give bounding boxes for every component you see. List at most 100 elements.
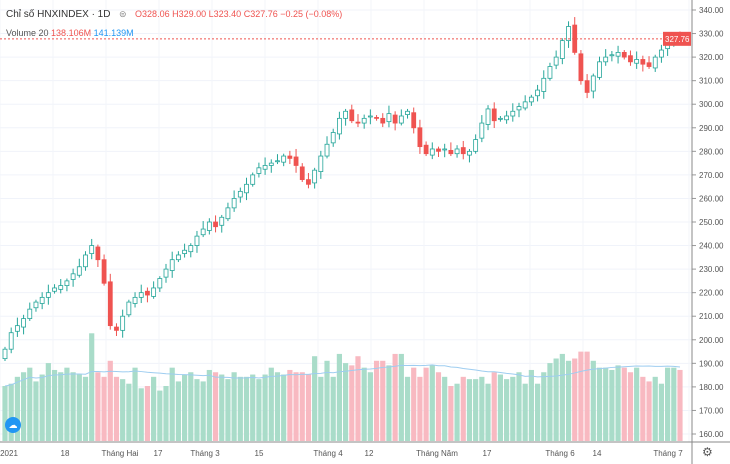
x-tick-label: Tháng 6 [545,449,575,458]
volume-bar [58,372,64,441]
volume-bar [250,374,256,441]
y-tick-label: 340.00 [699,6,724,15]
volume-bar [380,360,386,441]
volume-bar [621,367,627,441]
candle-body [250,174,256,185]
volume-bar [305,374,312,441]
candle-body [473,139,479,152]
volume-bar [392,353,398,441]
candle-body [89,245,95,254]
volume-bar [516,372,522,441]
y-tick-label: 230.00 [699,265,724,274]
volume-bar [448,386,454,441]
volume-bar [126,383,132,441]
volume-bar [2,386,8,441]
y-tick-label: 170.00 [699,406,724,415]
candle-body [2,348,8,360]
volume-bar [417,376,423,441]
volume-bar [367,372,373,441]
eye-icon[interactable]: ⊜ [118,9,127,19]
x-tick-label: 2021 [0,449,18,458]
y-tick-label: 250.00 [699,218,724,227]
y-tick-label: 260.00 [699,194,724,203]
volume-bar [541,372,547,441]
candle-body [584,80,590,93]
candle-body [83,254,88,268]
volume-bar [404,376,411,441]
candle-body [206,221,212,231]
volume-bar [281,374,287,441]
x-tick-label: Tháng Hai [101,449,139,458]
candle-body [275,160,280,163]
candle-body [442,148,448,151]
volume-bar [590,360,596,441]
candle-body [163,268,169,278]
candle-body [590,75,596,92]
candle-body [33,301,39,309]
y-tick-label: 270.00 [699,171,724,180]
volume-bar [231,372,237,441]
settings-gear-icon[interactable]: ⚙ [702,445,713,459]
volume-bar [163,386,169,441]
candle-body [219,216,225,226]
open-value: O328.06 [135,9,170,19]
volume-bar [534,383,541,441]
y-tick-label: 290.00 [699,124,724,133]
y-tick-label: 210.00 [699,312,724,321]
candle-body [95,246,101,261]
candle-body [436,148,441,152]
volume-bar [95,372,101,441]
volume-bar [27,367,33,441]
volume-bar [237,376,243,441]
candle-body [231,198,237,209]
volume-bar [206,369,212,441]
candle-body [244,183,249,194]
candle-body [70,273,76,280]
candle-body [559,40,565,59]
candle-body [256,167,262,174]
symbol-title: Chỉ số HNXINDEX · 1D [6,9,111,20]
volume-bar [120,379,126,441]
candle-body [132,296,138,304]
candle-body [609,54,615,57]
volume-bar [89,333,95,441]
volume-bar [293,372,299,441]
volume-legend: Volume 20 138.106M 141.139M [6,28,134,38]
volume-bar [194,379,200,441]
candle-body [120,315,126,331]
volume-bar [634,367,640,441]
volume-bar [169,367,175,441]
candle-body [615,52,621,57]
candle-body [194,235,200,246]
candle-body [21,318,26,328]
volume-bar [14,376,20,441]
candle-body [145,290,150,296]
volume-bar [553,358,559,441]
change-value: −0.25 (−0.08%) [280,9,343,19]
volume-bar [578,351,584,441]
volume-bar [101,376,107,441]
x-tick-label: Tháng 3 [190,449,220,458]
volume-bar [572,358,578,441]
volume-bar [20,372,27,441]
x-tick-label: 15 [254,449,264,458]
volume-bar [547,363,553,441]
tradingview-logo-icon[interactable]: ☁ [5,417,21,433]
candle-body [566,26,571,42]
candle-body [175,254,181,261]
candle-body [324,143,330,157]
candle-body [27,308,33,319]
volume-bar [504,379,510,441]
volume-bar [460,376,466,441]
candle-body [45,292,51,298]
volume-bar [188,372,194,441]
volume-bar [671,367,677,441]
volume-ma-line [4,364,681,387]
candle-body [349,109,355,122]
volume-bar [485,383,491,441]
candle-body [498,117,503,120]
y-tick-label: 240.00 [699,242,724,251]
volume-bar [39,374,45,441]
volume-bar [256,379,262,441]
